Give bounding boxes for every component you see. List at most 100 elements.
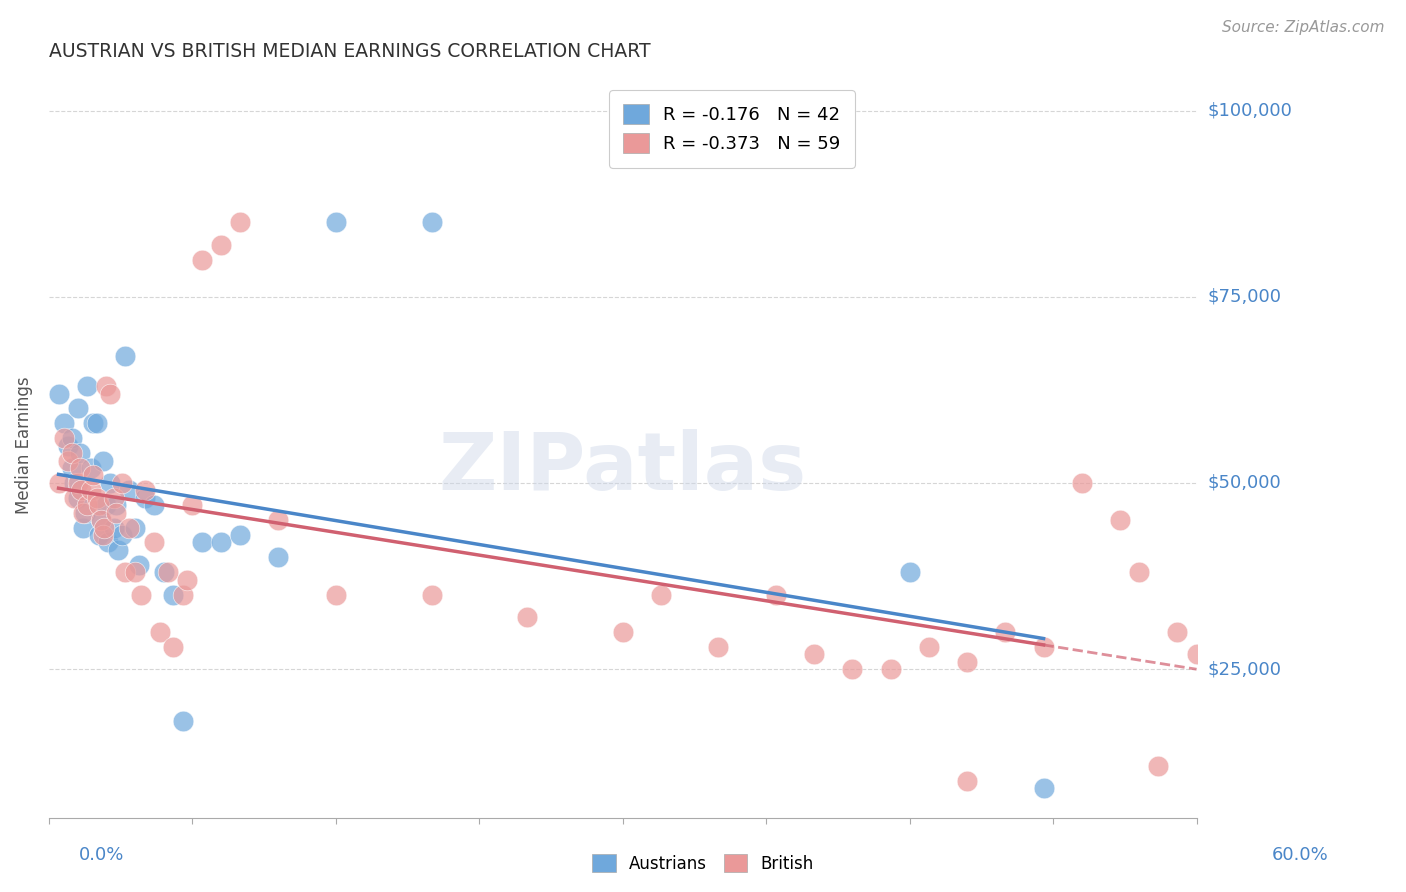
Point bbox=[172, 588, 194, 602]
Point bbox=[56, 439, 79, 453]
Point bbox=[86, 491, 108, 505]
Point bbox=[1070, 475, 1092, 490]
Point bbox=[149, 624, 172, 639]
Point bbox=[114, 566, 136, 580]
Point bbox=[76, 379, 98, 393]
Point bbox=[70, 483, 93, 498]
Point bbox=[162, 640, 184, 654]
Point bbox=[612, 624, 634, 639]
Legend: Austrians, British: Austrians, British bbox=[586, 847, 820, 880]
Point bbox=[90, 513, 112, 527]
Point bbox=[91, 528, 114, 542]
Point bbox=[60, 446, 83, 460]
Point bbox=[72, 506, 94, 520]
Point bbox=[118, 483, 141, 498]
Legend: R = -0.176   N = 42, R = -0.373   N = 59: R = -0.176 N = 42, R = -0.373 N = 59 bbox=[609, 90, 855, 168]
Point bbox=[134, 483, 156, 498]
Text: $50,000: $50,000 bbox=[1208, 474, 1281, 491]
Point bbox=[82, 417, 104, 431]
Point bbox=[707, 640, 730, 654]
Point bbox=[803, 647, 825, 661]
Point bbox=[134, 491, 156, 505]
Point bbox=[103, 491, 125, 505]
Point bbox=[650, 588, 672, 602]
Point bbox=[191, 252, 214, 267]
Point bbox=[229, 528, 252, 542]
Point bbox=[1128, 566, 1150, 580]
Point bbox=[325, 215, 347, 229]
Point bbox=[128, 558, 150, 572]
Point bbox=[124, 520, 146, 534]
Point bbox=[96, 379, 118, 393]
Point bbox=[66, 475, 89, 490]
Point bbox=[191, 535, 214, 549]
Point bbox=[267, 513, 290, 527]
Point bbox=[87, 528, 110, 542]
Point bbox=[111, 475, 134, 490]
Text: AUSTRIAN VS BRITISH MEDIAN EARNINGS CORRELATION CHART: AUSTRIAN VS BRITISH MEDIAN EARNINGS CORR… bbox=[49, 42, 651, 61]
Point bbox=[229, 215, 252, 229]
Point bbox=[1147, 759, 1170, 773]
Point bbox=[156, 566, 179, 580]
Point bbox=[1032, 640, 1054, 654]
Point bbox=[118, 520, 141, 534]
Point bbox=[172, 714, 194, 728]
Y-axis label: Median Earnings: Median Earnings bbox=[15, 376, 32, 515]
Text: Source: ZipAtlas.com: Source: ZipAtlas.com bbox=[1222, 20, 1385, 35]
Point bbox=[143, 535, 166, 549]
Point bbox=[69, 461, 91, 475]
Point bbox=[1032, 781, 1054, 796]
Point bbox=[82, 468, 104, 483]
Point bbox=[107, 542, 129, 557]
Point bbox=[918, 640, 941, 654]
Point bbox=[80, 483, 103, 498]
Point bbox=[87, 498, 110, 512]
Text: 0.0%: 0.0% bbox=[79, 846, 124, 863]
Point bbox=[90, 513, 112, 527]
Point bbox=[48, 475, 70, 490]
Point bbox=[48, 386, 70, 401]
Point bbox=[176, 573, 198, 587]
Point bbox=[66, 491, 89, 505]
Point bbox=[420, 215, 443, 229]
Point bbox=[66, 401, 89, 416]
Point bbox=[879, 662, 901, 676]
Text: $100,000: $100,000 bbox=[1208, 102, 1292, 120]
Point bbox=[75, 506, 97, 520]
Point bbox=[129, 588, 152, 602]
Point bbox=[76, 498, 98, 512]
Point bbox=[93, 520, 115, 534]
Point bbox=[69, 446, 91, 460]
Point bbox=[98, 386, 121, 401]
Point bbox=[72, 520, 94, 534]
Point bbox=[103, 520, 125, 534]
Point bbox=[1109, 513, 1132, 527]
Text: 60.0%: 60.0% bbox=[1272, 846, 1329, 863]
Point bbox=[841, 662, 863, 676]
Point bbox=[267, 550, 290, 565]
Point bbox=[124, 566, 146, 580]
Text: $75,000: $75,000 bbox=[1208, 288, 1282, 306]
Point bbox=[96, 498, 118, 512]
Point bbox=[86, 417, 108, 431]
Point bbox=[1185, 647, 1208, 661]
Point bbox=[111, 528, 134, 542]
Point bbox=[98, 475, 121, 490]
Point bbox=[181, 498, 204, 512]
Point bbox=[114, 349, 136, 363]
Text: $25,000: $25,000 bbox=[1208, 660, 1282, 678]
Point bbox=[56, 453, 79, 467]
Point bbox=[104, 506, 127, 520]
Point bbox=[104, 498, 127, 512]
Point bbox=[97, 535, 120, 549]
Point bbox=[956, 773, 979, 788]
Point bbox=[91, 453, 114, 467]
Text: ZIPatlas: ZIPatlas bbox=[439, 429, 807, 507]
Point bbox=[956, 655, 979, 669]
Point bbox=[162, 588, 184, 602]
Point bbox=[152, 566, 174, 580]
Point bbox=[143, 498, 166, 512]
Point bbox=[63, 491, 86, 505]
Point bbox=[80, 461, 103, 475]
Point bbox=[60, 461, 83, 475]
